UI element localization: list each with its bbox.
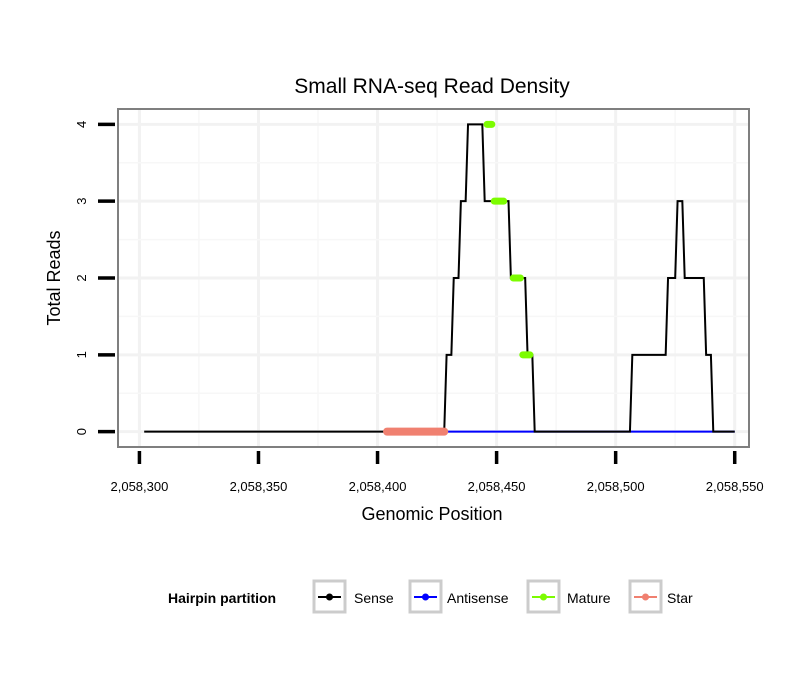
chart-title: Small RNA-seq Read Density xyxy=(294,75,570,98)
legend-key-point xyxy=(540,593,547,601)
legend-key-point xyxy=(422,593,429,601)
legend: Hairpin partition Sense Antisense Mature St… xyxy=(168,579,693,614)
legend-key-point xyxy=(326,593,333,601)
y-tick-label: 0 xyxy=(74,428,89,435)
legend-label-sense: Sense xyxy=(354,590,394,606)
plot-border xyxy=(117,108,750,448)
y-tick-label: 1 xyxy=(74,351,89,358)
y-tick-label: 4 xyxy=(74,121,89,128)
x-axis-title: Genomic Position xyxy=(361,504,502,524)
y-axis-title: Total Reads xyxy=(44,230,64,325)
x-tick-label: 2,058,350 xyxy=(230,479,288,494)
y-tick-label: 2 xyxy=(74,274,89,281)
y-axis: 0 1 2 3 4 xyxy=(74,121,115,435)
x-tick-label: 2,058,550 xyxy=(706,479,764,494)
legend-label-antisense: Antisense xyxy=(447,590,509,606)
x-tick-label: 2,058,500 xyxy=(587,479,645,494)
legend-label-star: Star xyxy=(667,590,693,606)
legend-key-point xyxy=(642,593,649,601)
legend-title: Hairpin partition xyxy=(168,590,276,606)
series-layer xyxy=(144,120,735,436)
x-tick-label: 2,058,300 xyxy=(111,479,169,494)
x-tick-label: 2,058,400 xyxy=(349,479,407,494)
x-tick-label: 2,058,450 xyxy=(468,479,526,494)
x-axis: 2,058,300 2,058,350 2,058,400 2,058,450 2,05… xyxy=(111,451,764,494)
legend-label-mature: Mature xyxy=(567,590,611,606)
y-tick-label: 3 xyxy=(74,198,89,205)
